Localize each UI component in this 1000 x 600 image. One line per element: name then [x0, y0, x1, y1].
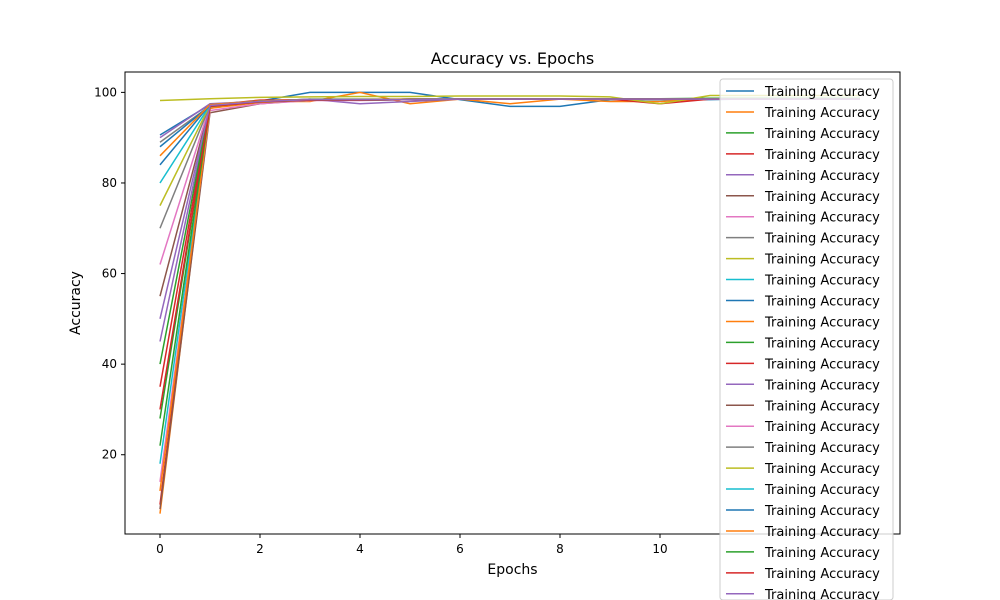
- legend-label: Training Accuracy: [764, 378, 880, 393]
- legend-label: Training Accuracy: [764, 274, 880, 289]
- y-tick-label: 60: [102, 267, 117, 281]
- legend-label: Training Accuracy: [764, 420, 880, 435]
- legend-label: Training Accuracy: [764, 462, 880, 477]
- legend-label: Training Accuracy: [764, 567, 880, 582]
- legend-label: Training Accuracy: [764, 169, 880, 184]
- legend-label: Training Accuracy: [764, 504, 880, 519]
- x-tick-label: 8: [556, 542, 564, 556]
- y-axis-ticks: 20 40 60 80 100: [94, 85, 125, 462]
- x-axis-ticks: 0 2 4 6 8 10: [156, 534, 668, 556]
- legend-label: Training Accuracy: [764, 315, 880, 330]
- legend-label: Training Accuracy: [764, 441, 880, 456]
- legend-label: Training Accuracy: [764, 483, 880, 498]
- legend-label: Training Accuracy: [764, 190, 880, 205]
- legend-label: Training Accuracy: [764, 295, 880, 310]
- legend-label: Training Accuracy: [764, 232, 880, 247]
- legend-label: Training Accuracy: [764, 127, 880, 142]
- x-axis-label: Epochs: [487, 562, 537, 578]
- legend-label: Training Accuracy: [764, 546, 880, 561]
- x-tick-label: 6: [456, 542, 464, 556]
- x-tick-label: 0: [156, 542, 164, 556]
- legend-label: Training Accuracy: [764, 525, 880, 540]
- legend-label: Training Accuracy: [764, 399, 880, 414]
- x-tick-label: 2: [256, 542, 264, 556]
- legend-label: Training Accuracy: [764, 106, 880, 121]
- legend-label: Training Accuracy: [764, 588, 880, 600]
- chart-title: Accuracy vs. Epochs: [431, 49, 594, 68]
- legend-label: Training Accuracy: [764, 336, 880, 351]
- y-axis-label: Accuracy: [68, 271, 84, 335]
- y-tick-label: 40: [102, 357, 117, 371]
- y-tick-label: 100: [94, 85, 117, 99]
- legend-frame: [719, 78, 894, 600]
- legend-label: Training Accuracy: [764, 253, 880, 268]
- legend-label: Training Accuracy: [764, 211, 880, 226]
- x-tick-label: 4: [356, 542, 364, 556]
- legend: Training Accuracy Training Accuracy Traini…: [719, 78, 894, 600]
- plot-frame: [124, 71, 901, 535]
- y-tick-label: 20: [102, 448, 117, 462]
- legend-label: Training Accuracy: [764, 85, 880, 100]
- y-tick-label: 80: [102, 176, 117, 190]
- x-tick-label: 10: [652, 542, 667, 556]
- legend-label: Training Accuracy: [764, 357, 880, 372]
- legend-label: Training Accuracy: [764, 148, 880, 163]
